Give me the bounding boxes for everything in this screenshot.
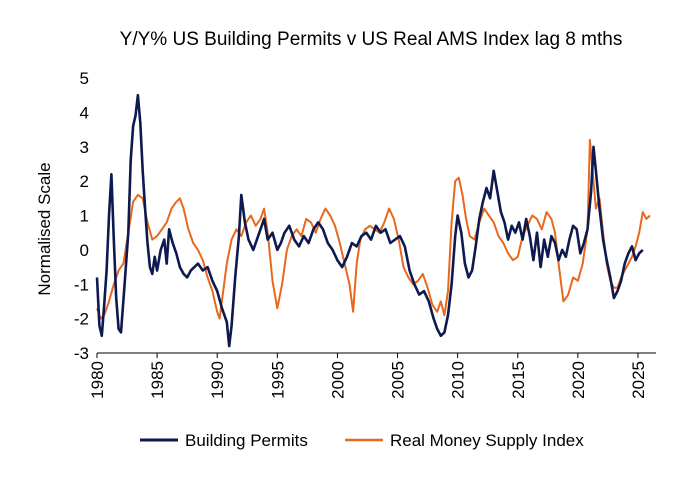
series-line-real-money-supply-index	[96, 138, 651, 320]
y-tick-label: 5	[80, 69, 89, 88]
axes: -3 -2 -1 0 1 2 3 4 5 1980 1985 1990 1995 2000 2005 2010…	[74, 69, 656, 399]
series-line-building-permits	[95, 93, 644, 348]
x-tick-label: 1985	[148, 361, 167, 399]
x-tick-label: 2000	[328, 361, 347, 399]
series-layer	[95, 93, 651, 348]
y-tick-label: 0	[80, 241, 89, 260]
x-tick-label: 1990	[208, 361, 227, 399]
y-tick-label: -1	[74, 275, 89, 294]
y-tick-label: 3	[80, 138, 89, 157]
x-tick-label: 1995	[268, 361, 287, 399]
y-axis-label: Normalised Scale	[35, 162, 54, 295]
legend: Building Permits Real Money Supply Index	[140, 431, 584, 450]
y-tick-label: -3	[74, 344, 89, 363]
x-tick-label: 1980	[88, 361, 107, 399]
y-tick-label: -2	[74, 310, 89, 329]
y-tick-label: 1	[80, 207, 89, 226]
chart-title: Y/Y% US Building Permits v US Real AMS I…	[120, 29, 623, 50]
y-tick-label: 2	[80, 172, 89, 191]
x-tick-label: 2005	[389, 361, 408, 399]
x-tick-label: 2025	[629, 361, 648, 399]
legend-label: Building Permits	[185, 431, 308, 450]
x-tick-label: 2020	[569, 361, 588, 399]
x-tick-label: 2015	[509, 361, 528, 399]
y-tick-label: 4	[80, 103, 89, 122]
legend-label: Real Money Supply Index	[390, 431, 584, 450]
x-tick-label: 2010	[449, 361, 468, 399]
